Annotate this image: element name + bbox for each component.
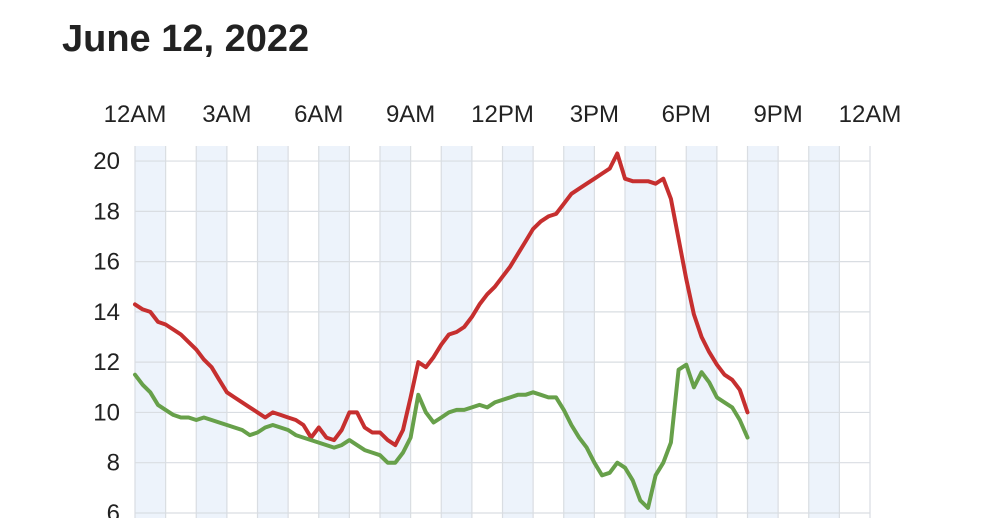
- shaded-band-4: [380, 146, 411, 518]
- shaded-band-10: [747, 146, 779, 518]
- x-tick-label: 3AM: [202, 101, 251, 128]
- x-tick-label: 6AM: [294, 101, 343, 128]
- y-tick-label: 18: [93, 198, 120, 225]
- y-tick-label: 10: [93, 399, 120, 426]
- shaded-band-11: [808, 146, 840, 518]
- y-tick-label: 16: [93, 249, 120, 276]
- gridlines: [134, 146, 871, 518]
- y-tick-label: 8: [107, 450, 120, 477]
- x-tick-label: 9AM: [386, 101, 435, 128]
- shaded-band-2: [257, 146, 289, 518]
- x-tick-label: 12AM: [839, 101, 902, 128]
- chart-title: June 12, 2022: [62, 18, 310, 60]
- series-line-1: [133, 151, 750, 448]
- y-tick-label: 12: [93, 349, 120, 376]
- y-tick-label: 14: [93, 299, 120, 326]
- shaded-band-3: [318, 146, 350, 518]
- shaded-band-6: [502, 146, 534, 518]
- x-tick-label: 12AM: [104, 101, 167, 128]
- x-tick-label: 6PM: [662, 101, 711, 128]
- y-tick-label: 6: [107, 500, 120, 518]
- shaded-band-1: [196, 146, 227, 518]
- series-lines: [133, 151, 750, 510]
- shaded-bands: [135, 146, 840, 518]
- shaded-band-0: [135, 146, 166, 518]
- x-tick-labels: 12AM 3AM 6AM 9AM 12PM 3PM 6PM 9PM 12AM: [104, 101, 902, 128]
- y-tick-label: 20: [93, 148, 120, 175]
- x-tick-label: 12PM: [471, 101, 534, 128]
- shaded-band-8: [625, 146, 656, 518]
- y-tick-labels: 6 8 10 12 14 16 18 20: [93, 148, 120, 518]
- x-tick-label: 9PM: [753, 101, 802, 128]
- series-line-2: [133, 362, 750, 510]
- x-tick-label: 3PM: [570, 101, 619, 128]
